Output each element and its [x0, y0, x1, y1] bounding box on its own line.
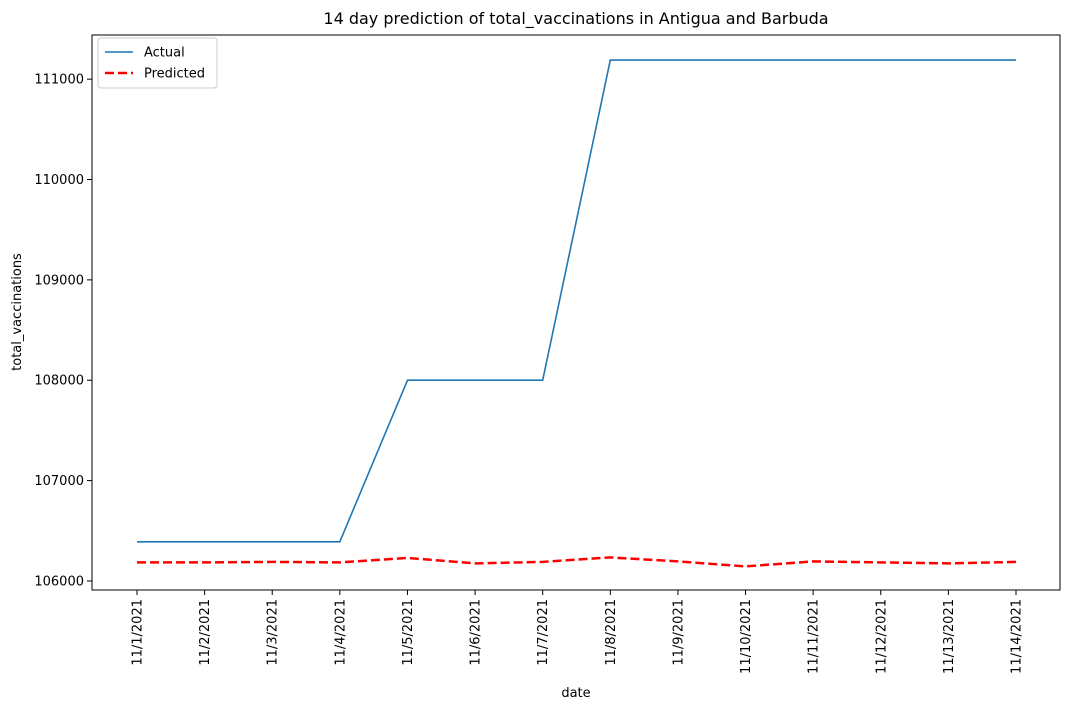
x-axis-title: date [561, 686, 590, 701]
x-tick-label: 11/9/2021 [671, 599, 686, 666]
y-tick-label: 111000 [34, 73, 84, 88]
x-tick-label: 11/10/2021 [739, 599, 754, 674]
x-axis: 11/1/2021 11/2/2021 11/3/2021 11/4/2021 11/5… [131, 590, 1025, 674]
y-tick-label: 106000 [34, 574, 84, 589]
x-tick-label: 11/5/2021 [401, 599, 416, 666]
legend-box [97, 37, 218, 89]
x-tick-label: 11/6/2021 [469, 599, 484, 666]
legend: Actual Predicted [97, 37, 218, 89]
legend-label-actual: Actual [144, 46, 185, 61]
y-tick-label: 110000 [34, 173, 84, 188]
legend-label-predicted: Predicted [144, 67, 205, 82]
x-tick-label: 11/2/2021 [198, 599, 213, 666]
x-tick-label: 11/8/2021 [604, 599, 619, 666]
series-line-predicted [137, 556, 1017, 568]
plot-frame [91, 34, 1061, 591]
x-tick-label: 11/7/2021 [536, 599, 551, 666]
x-tick-label: 11/4/2021 [333, 599, 348, 666]
y-axis: 106000 107000 108000 109000 110000 111000 [34, 73, 92, 589]
y-tick-label: 108000 [34, 374, 84, 389]
y-axis-title: total_vaccinations [10, 253, 25, 371]
x-tick-label: 11/14/2021 [1010, 599, 1025, 674]
x-tick-label: 11/12/2021 [874, 599, 889, 674]
y-tick-label: 109000 [34, 273, 84, 288]
x-tick-label: 11/11/2021 [807, 599, 822, 674]
series-layer [137, 59, 1017, 568]
series-line-actual [137, 59, 1016, 543]
x-tick-label: 11/3/2021 [266, 599, 281, 666]
x-tick-label: 11/1/2021 [131, 599, 146, 666]
x-tick-label: 11/13/2021 [942, 599, 957, 674]
y-tick-label: 107000 [34, 474, 84, 489]
chart-title: 14 day prediction of total_vaccinations … [323, 9, 828, 29]
